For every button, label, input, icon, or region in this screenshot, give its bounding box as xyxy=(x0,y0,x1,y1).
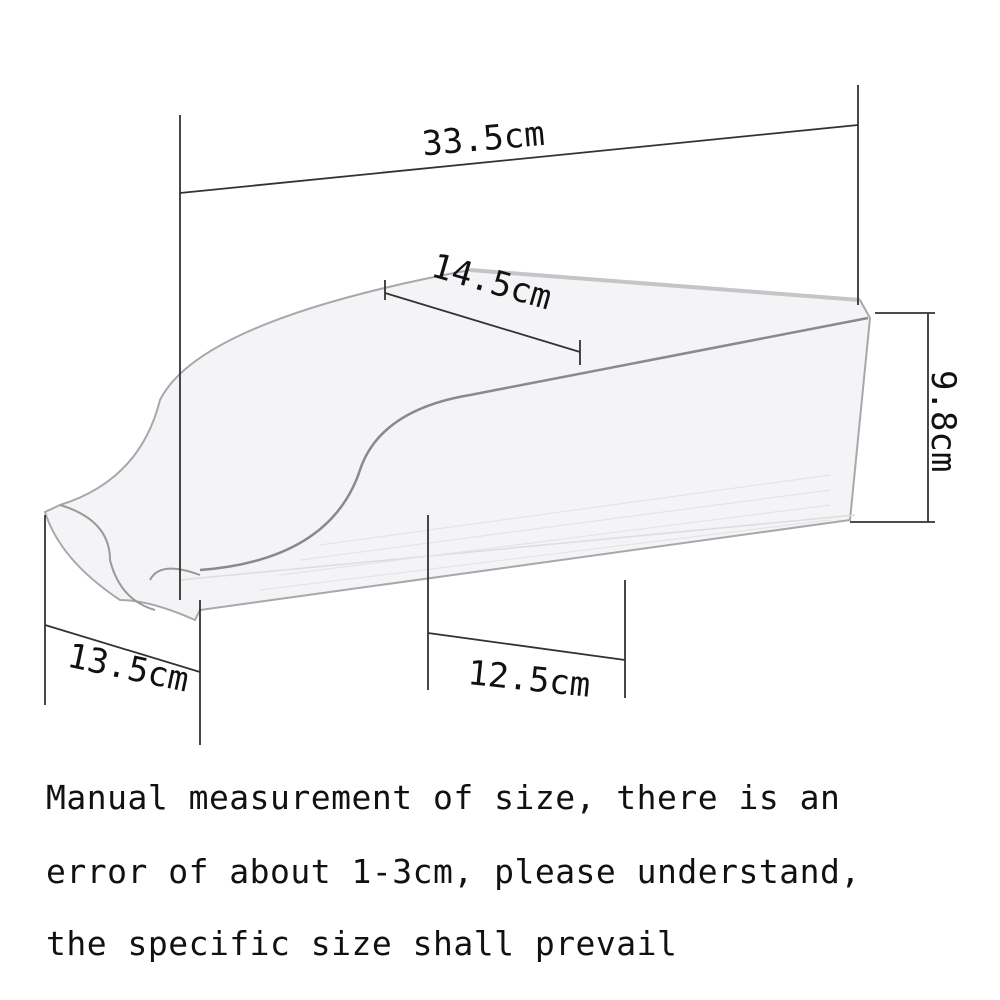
length-label: 33.5cm xyxy=(420,114,546,165)
note-line-1: Manual measurement of size, there is an xyxy=(46,778,841,817)
note-line-2: error of about 1-3cm, please understand, xyxy=(46,852,861,891)
note-line-3: the specific size shall prevail xyxy=(46,924,678,963)
bottom-depth-label: 12.5cm xyxy=(466,653,592,706)
front-width-label: 13.5cm xyxy=(64,636,192,701)
storage-bin-illustration xyxy=(43,268,872,622)
height-label: 9.8cm xyxy=(923,370,963,472)
dimension-lines xyxy=(44,85,935,745)
